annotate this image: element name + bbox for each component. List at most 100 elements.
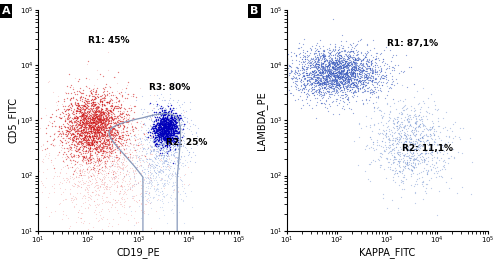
Point xyxy=(118,130,126,134)
Point xyxy=(79,125,87,129)
Point xyxy=(70,127,78,131)
Point xyxy=(324,68,332,73)
Point xyxy=(110,123,118,128)
Point xyxy=(158,126,166,130)
Point xyxy=(347,79,355,83)
Point xyxy=(73,127,81,131)
Point xyxy=(146,201,154,205)
Point xyxy=(104,142,112,147)
Point xyxy=(377,74,385,78)
Point xyxy=(116,100,124,104)
Point xyxy=(410,120,418,125)
Point xyxy=(84,109,92,113)
Point xyxy=(414,177,422,181)
Point xyxy=(166,107,174,112)
Point xyxy=(132,143,140,148)
Point xyxy=(86,153,94,157)
Point xyxy=(162,171,170,176)
Point xyxy=(90,210,98,214)
Point xyxy=(360,64,368,68)
Point xyxy=(159,125,167,129)
Point xyxy=(90,117,98,121)
Point xyxy=(82,119,90,123)
Point xyxy=(78,130,86,135)
Point xyxy=(167,139,175,143)
Point xyxy=(62,129,70,133)
Point xyxy=(146,176,154,180)
Point xyxy=(134,181,142,185)
Point xyxy=(76,129,84,133)
Point xyxy=(295,76,303,80)
Point xyxy=(130,173,138,178)
Point xyxy=(94,127,102,131)
Point xyxy=(116,124,124,128)
Point xyxy=(96,119,104,123)
Point xyxy=(162,128,170,132)
Point xyxy=(96,144,104,149)
Point xyxy=(422,168,430,172)
Point xyxy=(135,164,143,168)
Point xyxy=(100,159,108,164)
Point xyxy=(111,104,119,108)
Point xyxy=(112,131,120,136)
Point xyxy=(134,180,141,184)
Point xyxy=(421,158,429,162)
Point xyxy=(412,147,420,151)
Point xyxy=(142,149,150,153)
Point xyxy=(152,138,160,142)
Point xyxy=(166,138,173,143)
Point xyxy=(350,74,358,78)
Point xyxy=(164,102,172,107)
Point xyxy=(116,166,124,170)
Point xyxy=(173,130,181,134)
Point xyxy=(126,166,134,170)
Point xyxy=(337,56,345,60)
Point xyxy=(340,73,347,78)
Point xyxy=(340,75,347,79)
Point xyxy=(151,132,159,136)
Point xyxy=(166,120,174,125)
Point xyxy=(345,64,353,68)
Point xyxy=(350,63,358,67)
Point xyxy=(48,138,56,143)
Point xyxy=(40,183,48,187)
Point xyxy=(107,120,115,125)
Point xyxy=(460,125,468,130)
Point xyxy=(50,176,58,180)
Point xyxy=(102,162,110,166)
Point xyxy=(80,155,88,159)
Point xyxy=(86,161,94,166)
Point xyxy=(317,76,325,80)
Point xyxy=(34,167,42,171)
Point xyxy=(83,116,91,120)
Point xyxy=(73,191,81,195)
Point xyxy=(131,132,139,136)
Point xyxy=(409,154,417,158)
Point xyxy=(86,159,94,163)
Point xyxy=(335,64,343,68)
Point xyxy=(329,66,337,70)
Point xyxy=(175,161,183,165)
Point xyxy=(110,176,118,180)
Point xyxy=(315,52,323,56)
Point xyxy=(410,147,418,151)
Point xyxy=(360,74,368,78)
Point xyxy=(154,150,162,154)
Point xyxy=(338,80,346,84)
Point xyxy=(382,61,390,65)
Point xyxy=(84,116,92,120)
Point xyxy=(122,112,130,116)
Point xyxy=(146,184,154,188)
Point xyxy=(104,98,112,103)
Point xyxy=(159,112,167,117)
Point xyxy=(396,160,404,164)
Point xyxy=(95,130,103,134)
Point xyxy=(88,115,96,119)
Point xyxy=(320,68,328,72)
Point xyxy=(170,131,178,135)
Point xyxy=(146,148,154,152)
Point xyxy=(400,136,407,140)
Point xyxy=(282,56,290,60)
Point xyxy=(64,155,72,159)
Point xyxy=(85,131,93,135)
